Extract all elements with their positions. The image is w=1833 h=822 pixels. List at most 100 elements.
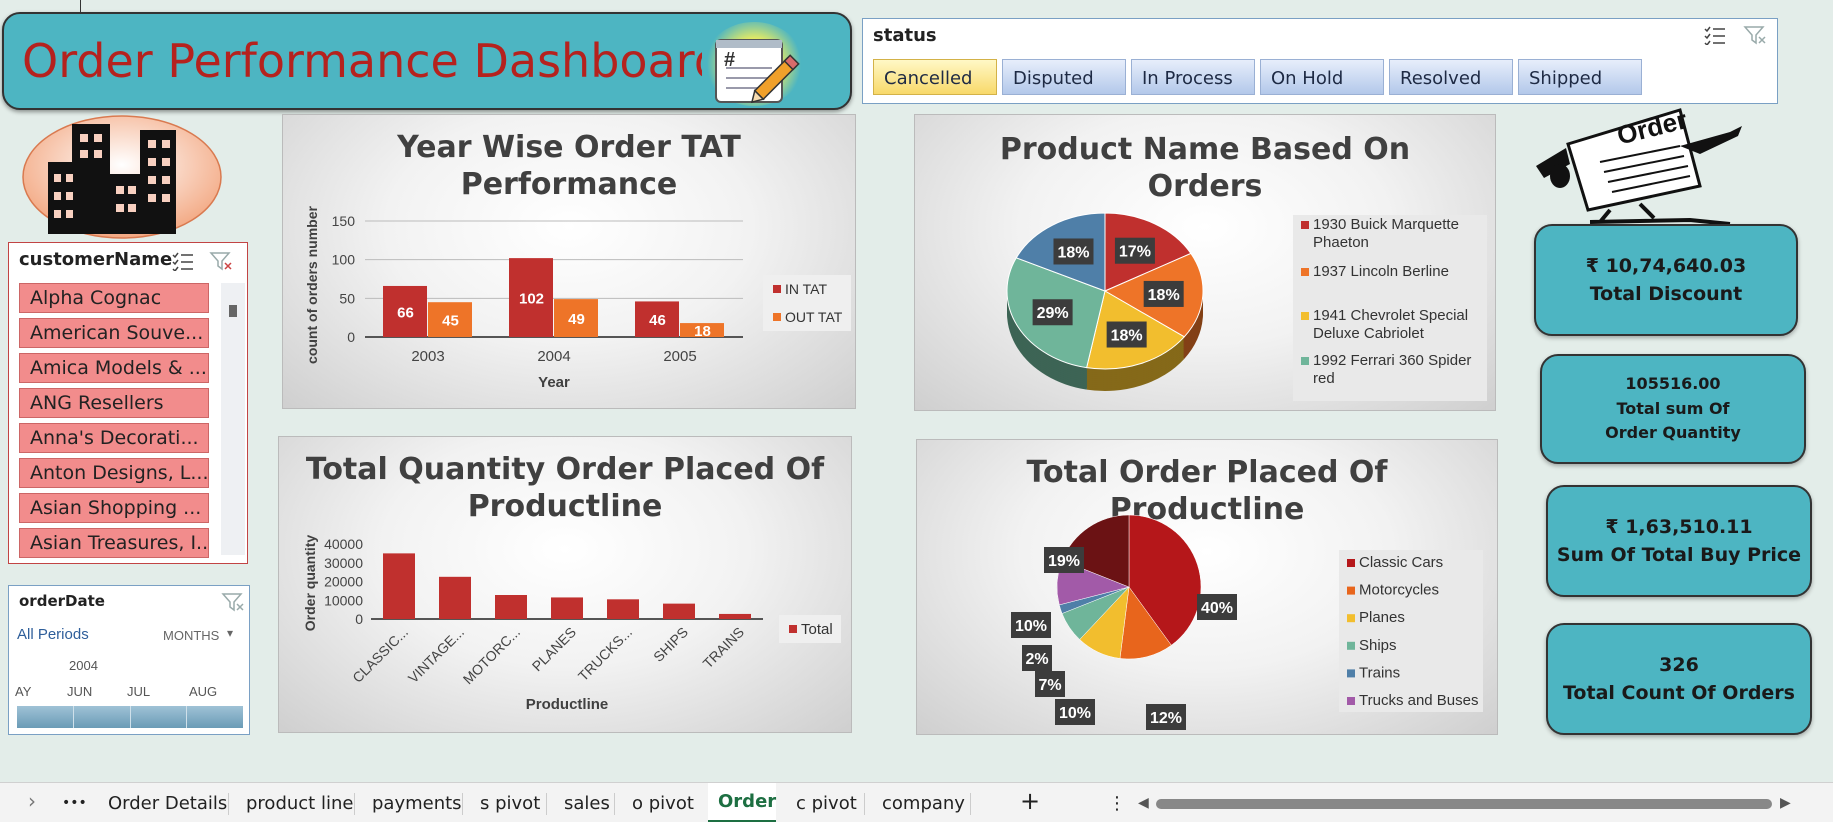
sheet-tab-bar: › ••• Order Details product line payment… [0,782,1833,822]
tab-order[interactable]: Order [718,791,777,812]
timeline-month: JUL [127,684,151,699]
status-item-resolved[interactable]: Resolved [1389,59,1513,95]
period-unit-dropdown[interactable]: MONTHS [163,628,220,643]
tab-separator [354,793,355,815]
chart-qty-title: Total Quantity Order Placed Of Productlin… [305,452,825,524]
scroll-thumb[interactable] [229,305,237,317]
pie-label-badge [1197,594,1237,620]
timeline-month: AY [15,684,32,699]
status-item-on-hold[interactable]: On Hold [1260,59,1384,95]
y-tick-label: 0 [347,329,355,345]
tab-s-pivot[interactable]: s pivot [480,793,541,814]
x-tick-label: CLASSIC... [349,624,411,686]
tab-separator [864,793,865,815]
legend-label: IN TAT [785,281,827,297]
order-date-timeline: orderDate All Periods MONTHS ▾ 2004 AY J… [8,585,250,735]
y-axis-label: count of orders number [304,206,320,364]
bar [680,323,724,337]
bar [428,302,472,337]
legend-label: OUT TAT [785,309,843,325]
customer-item[interactable]: American Souve... [19,318,209,348]
tab-sales[interactable]: sales [564,793,610,814]
scroll-right-icon[interactable]: ▶ [1780,795,1791,811]
more-tabs-icon[interactable]: ••• [62,795,87,811]
status-item-shipped[interactable]: Shipped [1518,59,1642,95]
tab-c-pivot[interactable]: c pivot [796,793,857,814]
bar-data-label: 49 [568,311,585,328]
y-axis-label: Order quantity [302,535,318,632]
legend-label: Deluxe Cabriolet [1313,325,1425,342]
bar [551,597,583,619]
all-periods-label: All Periods [17,626,89,643]
chart-total-svg: 40% 12% 10% 7% 2% 10% 19% Classic Cars Motorcycl… [1011,514,1483,730]
bar-data-label: 46 [649,312,666,329]
svg-text:#: # [724,49,735,71]
customer-item[interactable]: Asian Treasures, I... [19,528,209,558]
y-tick-label: 10000 [324,592,363,608]
clear-filter-icon[interactable] [221,592,245,612]
pie-label-badge [1044,547,1084,573]
pie-label-badge [1106,321,1147,348]
add-sheet-icon[interactable]: + [1020,787,1041,815]
kpi-total-order-quantity: 105516.00 Total sum Of Order Quantity [1540,354,1806,464]
scroll-left-icon[interactable]: ◀ [1138,795,1149,811]
tab-order-details[interactable]: Order Details [108,793,228,814]
legend-label: 1992 Ferrari 360 Spider [1313,352,1471,369]
pie-data-label: 18% [1057,244,1089,261]
clear-filter-icon[interactable] [1743,25,1767,45]
timeline-bar[interactable] [17,706,243,728]
pie-label-badge [1114,237,1155,264]
legend-swatch [773,285,781,293]
chart-product-title: Product Name Based On Orders [999,132,1411,204]
tab-product-line[interactable]: product line [246,793,354,814]
options-icon[interactable]: ⋮ [1108,793,1126,814]
status-slicer-header: status [873,25,937,46]
tab-separator [614,793,615,815]
pie-label-badge [1143,280,1184,307]
legend-label: 1941 Chevrolet Special [1313,307,1468,324]
customer-item[interactable]: Anton Designs, L... [19,458,209,488]
y-tick-label: 30000 [324,555,363,571]
x-tick-label: TRUCKS... [575,624,635,684]
scroll-tabs-right-icon[interactable]: › [28,789,36,813]
legend-swatch [1347,697,1355,705]
x-tick-label: 2004 [537,348,570,365]
legend-swatch [773,313,781,321]
pie-data-label: 10% [1015,618,1047,635]
y-tick-label: 20000 [324,574,363,590]
legend-label: Trucks and Buses [1359,692,1479,709]
legend-swatch [1347,586,1355,595]
y-tick-label: 100 [332,252,356,268]
tab-payments[interactable]: payments [372,793,462,814]
status-item-in-process[interactable]: In Process [1131,59,1255,95]
y-tick-label: 0 [355,611,363,627]
chevron-down-icon[interactable]: ▾ [227,626,234,640]
status-item-disputed[interactable]: Disputed [1002,59,1126,95]
tab-separator [228,793,229,815]
customer-item[interactable]: Amica Models & ... [19,353,209,383]
tab-company[interactable]: company [882,793,965,814]
chart-tat-title: Year Wise Order TAT Performance [397,130,741,202]
clear-filter-icon[interactable] [209,251,233,271]
multi-select-icon[interactable] [171,251,195,271]
legend-swatch [1301,268,1309,276]
customer-item[interactable]: Asian Shopping ... [19,493,209,523]
legend-swatch [1347,559,1355,567]
customer-item[interactable]: ANG Resellers [19,388,209,418]
timeline-month: JUN [67,684,93,699]
legend-label: Classic Cars [1359,554,1443,571]
customer-item[interactable]: Anna's Decorati... [19,423,209,453]
customer-scrollbar[interactable] [221,283,245,555]
legend-label: Phaeton [1313,234,1369,251]
x-tick-label: MOTORC... [460,624,523,687]
tab-o-pivot[interactable]: o pivot [632,793,694,814]
multi-select-icon[interactable] [1703,25,1727,45]
status-item-cancelled[interactable]: Cancelled [873,59,997,95]
pie-data-label: 7% [1038,677,1061,694]
customer-item[interactable]: Alpha Cognac [19,283,209,313]
legend-swatch [1301,221,1309,229]
bar-data-label: 18 [694,323,711,340]
horizontal-scrollbar[interactable] [1156,799,1772,809]
tab-separator [970,793,971,815]
legend-label: Motorcycles [1359,582,1439,599]
